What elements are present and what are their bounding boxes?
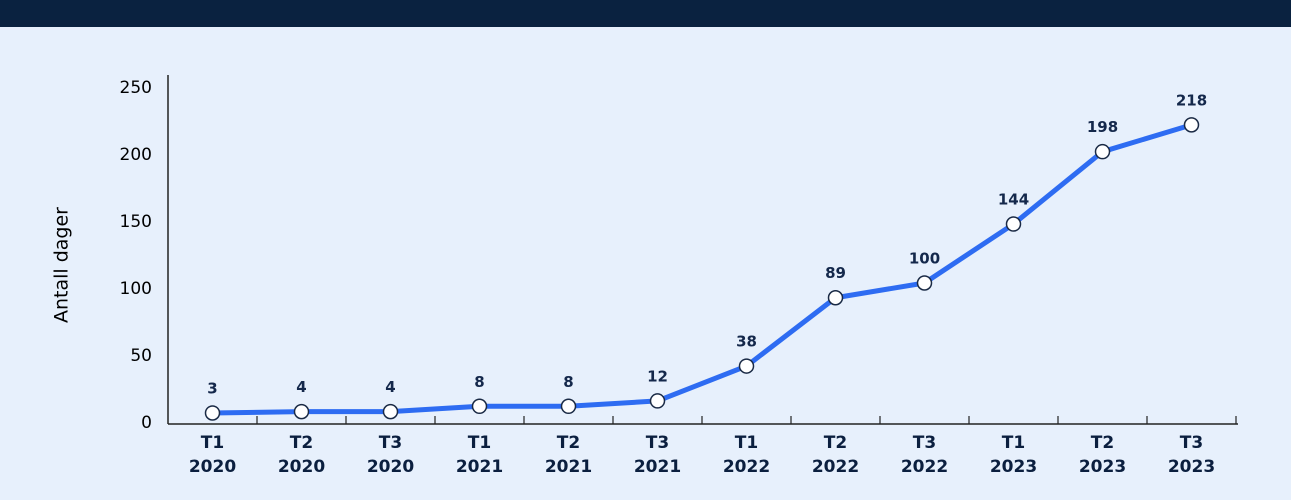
x-tick-label: T3 <box>379 433 402 453</box>
x-tick-label: T3 <box>646 433 669 453</box>
data-point <box>1183 117 1200 133</box>
data-label: 198 <box>1087 118 1118 136</box>
x-tick-label: 2023 <box>1079 457 1126 477</box>
x-tick-label: T2 <box>290 433 313 453</box>
data-label: 8 <box>474 373 484 391</box>
x-tick-label: 2022 <box>901 457 948 477</box>
y-tick-label: 0 <box>141 413 152 433</box>
data-label: 218 <box>1176 91 1207 109</box>
y-tick-label: 250 <box>120 78 152 98</box>
data-label: 89 <box>825 264 846 282</box>
x-tick-label: 2020 <box>367 457 414 477</box>
x-tick-label: T2 <box>824 433 847 453</box>
x-tick-label: 2022 <box>723 457 770 477</box>
x-tick-label: T1 <box>1002 433 1025 453</box>
y-tick-label: 150 <box>120 212 152 232</box>
x-tick-label: T1 <box>735 433 758 453</box>
y-tick-label: 100 <box>120 279 152 299</box>
header-band <box>0 0 1291 27</box>
data-point <box>738 358 755 374</box>
x-tick-label: 2020 <box>189 457 236 477</box>
data-label: 12 <box>647 367 668 385</box>
data-label: 4 <box>296 378 306 396</box>
x-tick-label: 2021 <box>545 457 592 477</box>
data-point <box>204 405 221 421</box>
x-tick-label: T3 <box>1180 433 1203 453</box>
x-tick-label: T3 <box>913 433 936 453</box>
x-tick-label: T2 <box>557 433 580 453</box>
x-tick-label: 2023 <box>990 457 1037 477</box>
y-tick-label: 200 <box>120 145 152 165</box>
x-tick-label: T2 <box>1091 433 1114 453</box>
x-tick-label: T1 <box>468 433 491 453</box>
data-point <box>471 398 488 415</box>
x-tick-label: 2021 <box>456 457 503 477</box>
data-point <box>1094 143 1111 160</box>
x-tick-label: T1 <box>201 433 224 453</box>
data-label: 38 <box>736 333 757 351</box>
x-tick-label: 2022 <box>812 457 859 477</box>
data-point <box>827 289 844 306</box>
data-label: 3 <box>207 379 217 397</box>
data-label: 8 <box>563 373 573 391</box>
data-point <box>382 403 399 420</box>
x-tick-label: 2021 <box>634 457 681 477</box>
y-tick-label: 50 <box>130 346 152 366</box>
x-tick-label: 2020 <box>278 457 325 477</box>
y-axis-label: Antall dager <box>51 207 73 323</box>
data-label: 144 <box>998 191 1029 209</box>
data-point <box>649 393 666 409</box>
data-label: 100 <box>909 250 940 268</box>
data-point <box>916 275 933 291</box>
data-point <box>293 403 310 420</box>
x-tick-label: 2023 <box>1168 457 1215 477</box>
data-label: 4 <box>385 378 395 396</box>
data-point <box>560 398 577 415</box>
data-line <box>212 122 1193 416</box>
data-point <box>1005 216 1022 232</box>
